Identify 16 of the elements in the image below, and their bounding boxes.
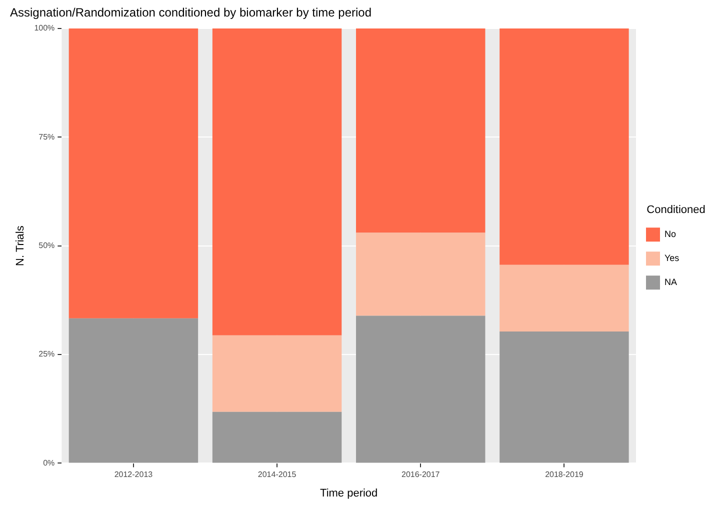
x-tick-label: 2018-2019 [545,470,584,480]
y-axis-title: N. Trials [14,225,27,266]
y-tick-label: 100% [34,24,55,33]
x-axis-title: Time period [320,487,378,500]
chart-title: Assignation/Randomization conditioned by biomarker by time period [10,6,372,20]
legend-title: Conditioned [646,204,706,216]
y-tick-label: 50% [38,241,55,250]
legend-label: No [664,229,676,240]
y-tick-label: 25% [38,350,55,359]
x-tick-label: 2012-2013 [114,470,154,480]
y-tick-label: 0% [43,458,55,468]
x-tick-label: 2014-2015 [258,470,297,480]
x-tick-label: 2016-2017 [401,470,440,480]
legend-label: NA [664,277,678,288]
legend-label: Yes [664,253,680,264]
y-tick-label: 75% [38,132,55,142]
